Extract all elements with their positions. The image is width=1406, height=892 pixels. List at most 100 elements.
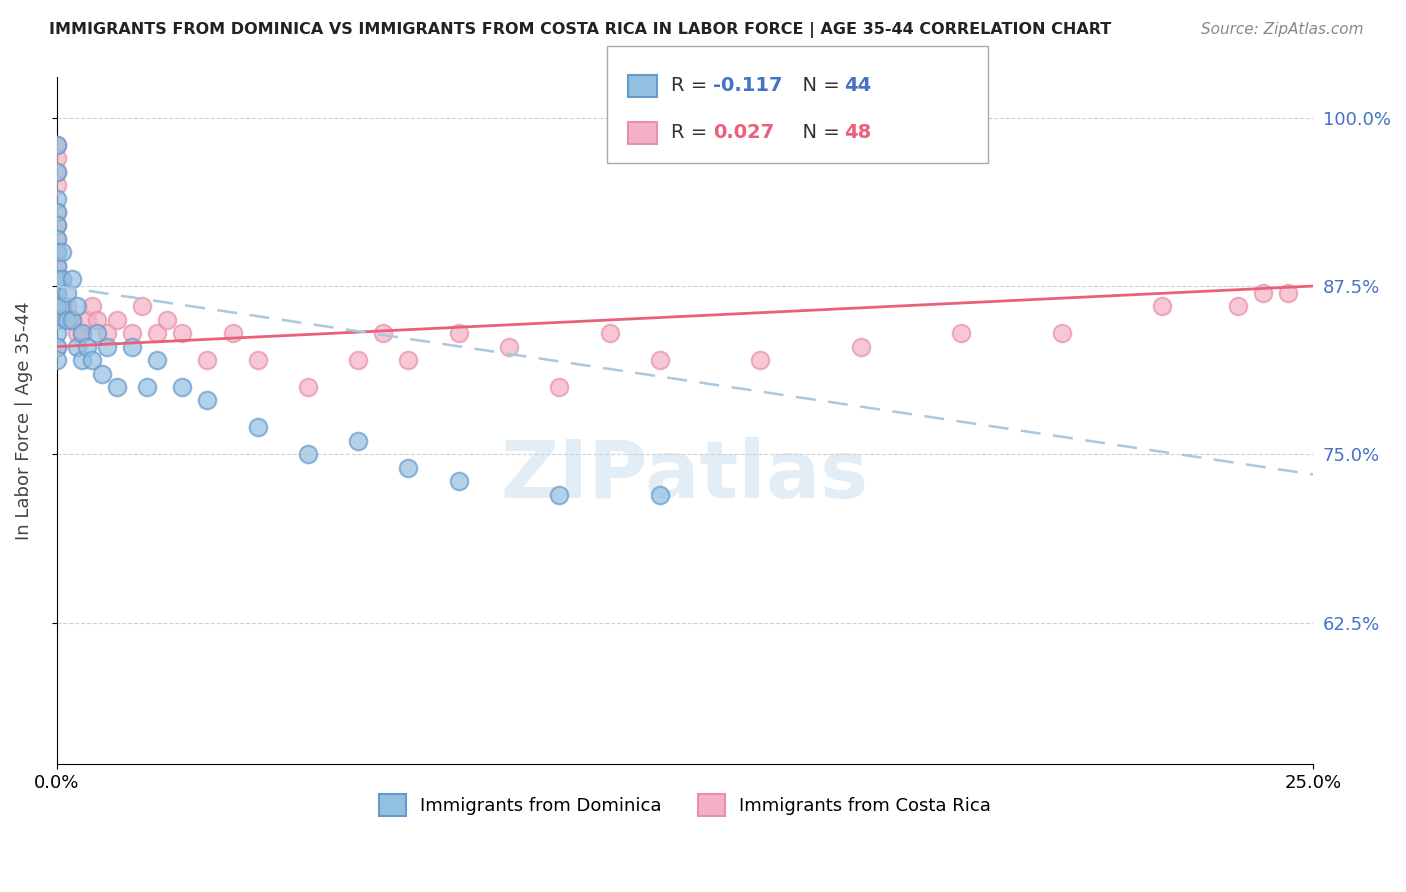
Point	[246, 353, 269, 368]
Point	[70, 326, 93, 340]
Point	[96, 340, 118, 354]
Point	[297, 380, 319, 394]
Point	[45, 205, 67, 219]
Text: R =: R =	[671, 77, 713, 95]
Point	[51, 272, 73, 286]
Point	[45, 259, 67, 273]
Point	[55, 299, 77, 313]
Point	[121, 340, 143, 354]
Point	[60, 312, 83, 326]
Y-axis label: In Labor Force | Age 35-44: In Labor Force | Age 35-44	[15, 301, 32, 540]
Point	[45, 164, 67, 178]
Point	[548, 380, 571, 394]
Point	[51, 272, 73, 286]
Point	[1251, 285, 1274, 300]
Point	[849, 340, 872, 354]
Point	[950, 326, 973, 340]
Point	[1152, 299, 1174, 313]
Point	[45, 299, 67, 313]
Text: R =: R =	[671, 123, 713, 142]
Point	[146, 353, 169, 368]
Point	[66, 340, 89, 354]
Point	[55, 312, 77, 326]
Text: IMMIGRANTS FROM DOMINICA VS IMMIGRANTS FROM COSTA RICA IN LABOR FORCE | AGE 35-4: IMMIGRANTS FROM DOMINICA VS IMMIGRANTS F…	[49, 22, 1112, 38]
Point	[51, 299, 73, 313]
Text: ZIPatlas: ZIPatlas	[501, 436, 869, 515]
Point	[131, 299, 153, 313]
Point	[172, 380, 194, 394]
Point	[648, 488, 671, 502]
Point	[80, 353, 103, 368]
Point	[51, 245, 73, 260]
Point	[373, 326, 395, 340]
Text: 48: 48	[844, 123, 870, 142]
Point	[76, 312, 98, 326]
Point	[45, 326, 67, 340]
Point	[70, 326, 93, 340]
Point	[45, 312, 67, 326]
Point	[66, 326, 89, 340]
Point	[80, 299, 103, 313]
Point	[45, 340, 67, 354]
Point	[55, 285, 77, 300]
Point	[749, 353, 772, 368]
Point	[45, 312, 67, 326]
Point	[548, 488, 571, 502]
Point	[45, 259, 67, 273]
Point	[96, 326, 118, 340]
Point	[45, 192, 67, 206]
Point	[45, 272, 67, 286]
Point	[1050, 326, 1073, 340]
Text: N =: N =	[790, 77, 846, 95]
Point	[45, 353, 67, 368]
Point	[45, 219, 67, 233]
Point	[498, 340, 520, 354]
Point	[90, 367, 112, 381]
Point	[45, 164, 67, 178]
Point	[45, 232, 67, 246]
Text: -0.117: -0.117	[713, 77, 782, 95]
Point	[60, 272, 83, 286]
Text: 44: 44	[844, 77, 870, 95]
Point	[45, 151, 67, 165]
Point	[297, 447, 319, 461]
Point	[66, 299, 89, 313]
Point	[1226, 299, 1249, 313]
Point	[172, 326, 194, 340]
Point	[105, 380, 128, 394]
Point	[197, 393, 219, 408]
Point	[45, 299, 67, 313]
Point	[599, 326, 621, 340]
Text: N =: N =	[790, 123, 846, 142]
Point	[45, 178, 67, 193]
Point	[45, 285, 67, 300]
Text: 0.027: 0.027	[713, 123, 775, 142]
Point	[45, 245, 67, 260]
Point	[86, 326, 108, 340]
Point	[45, 232, 67, 246]
Point	[45, 340, 67, 354]
Point	[105, 312, 128, 326]
Point	[146, 326, 169, 340]
Point	[1277, 285, 1299, 300]
Point	[156, 312, 179, 326]
Point	[347, 434, 370, 448]
Point	[347, 353, 370, 368]
Point	[648, 353, 671, 368]
Point	[45, 137, 67, 152]
Point	[45, 137, 67, 152]
Point	[70, 353, 93, 368]
Point	[447, 474, 470, 488]
Point	[60, 312, 83, 326]
Point	[45, 285, 67, 300]
Point	[398, 353, 420, 368]
Point	[197, 353, 219, 368]
Point	[136, 380, 159, 394]
Point	[45, 205, 67, 219]
Point	[86, 312, 108, 326]
Point	[45, 219, 67, 233]
Point	[246, 420, 269, 434]
Point	[76, 340, 98, 354]
Point	[447, 326, 470, 340]
Point	[121, 326, 143, 340]
